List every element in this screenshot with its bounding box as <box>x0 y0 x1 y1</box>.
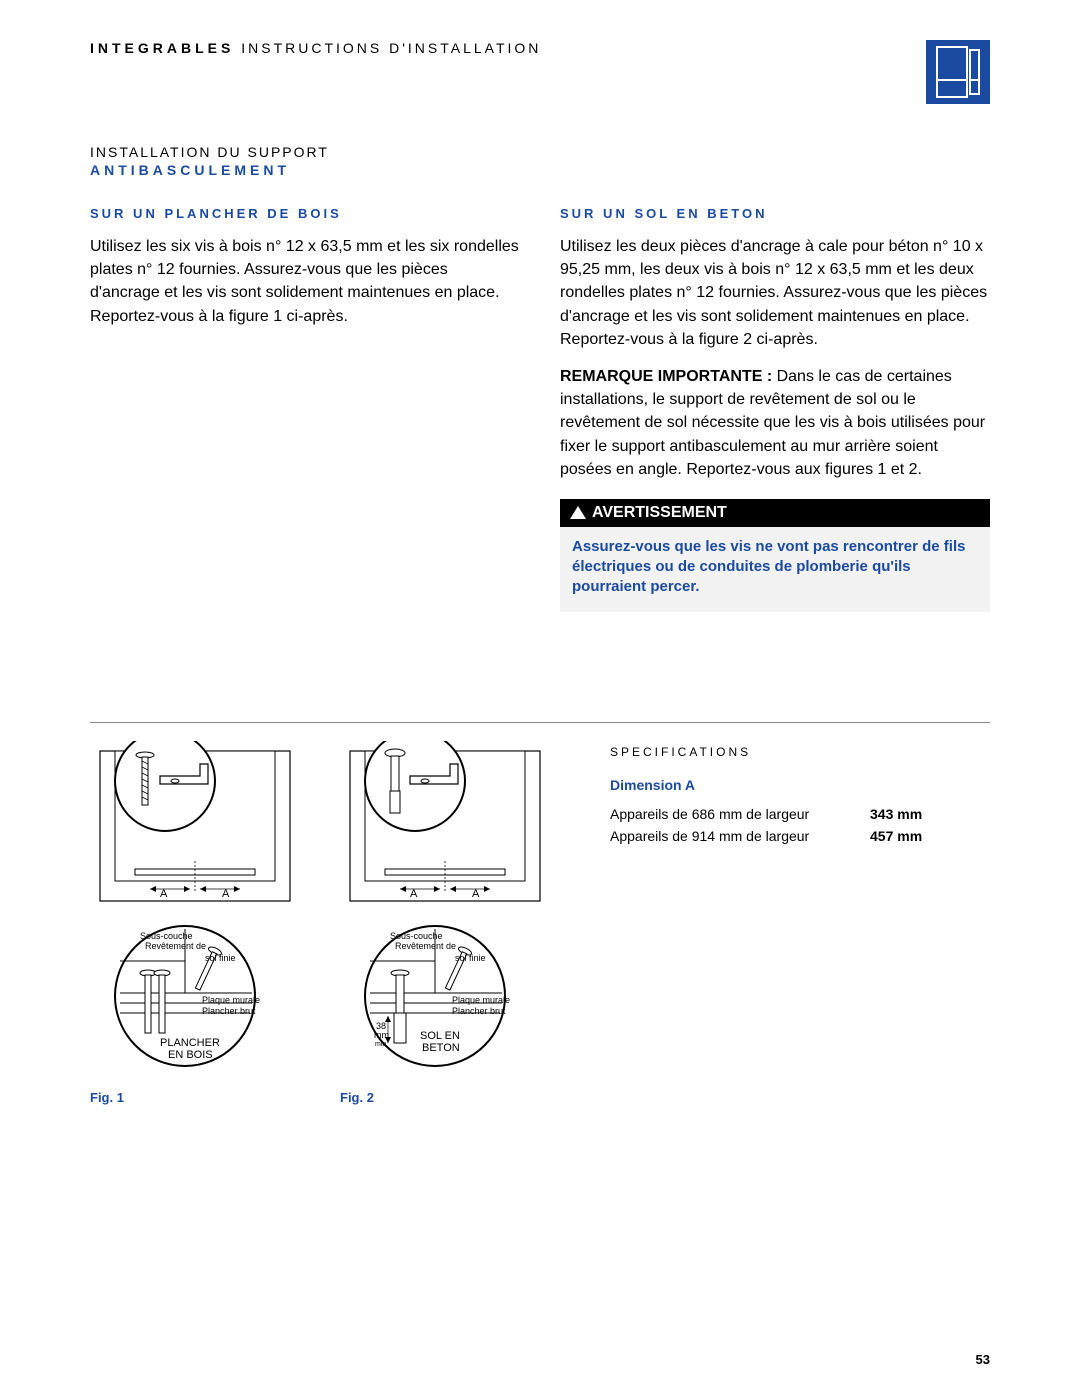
svg-text:Revêtement de: Revêtement de <box>395 941 456 951</box>
col-left-heading: SUR UN PLANCHER DE BOIS <box>90 206 520 221</box>
header-title: INTEGRABLES INSTRUCTIONS D'INSTALLATION <box>90 40 541 56</box>
svg-text:A: A <box>472 888 480 900</box>
spec-row-1: Appareils de 914 mm de largeur 457 mm <box>610 825 990 847</box>
header-rest: INSTRUCTIONS D'INSTALLATION <box>234 40 541 56</box>
svg-text:Revêtement de: Revêtement de <box>145 941 206 951</box>
warning-title: AVERTISSEMENT <box>592 504 727 522</box>
svg-text:min: min <box>375 1041 386 1048</box>
remark-bold: REMARQUE IMPORTANTE : <box>560 368 777 385</box>
divider <box>90 722 990 723</box>
spec-row-1-val: 457 mm <box>870 825 922 847</box>
spec-row-0: Appareils de 686 mm de largeur 343 mm <box>610 803 990 825</box>
page: INTEGRABLES INSTRUCTIONS D'INSTALLATION … <box>0 0 1080 1397</box>
svg-text:EN BOIS: EN BOIS <box>168 1049 213 1061</box>
warning-triangle-icon <box>570 506 586 519</box>
page-number: 53 <box>976 1352 990 1367</box>
col-right-heading: SUR UN SOL EN BETON <box>560 206 990 221</box>
lower-row: A A <box>90 741 990 1105</box>
svg-text:A: A <box>160 888 168 900</box>
figure-1: A A <box>90 741 310 1105</box>
fig2-caption: Fig. 2 <box>340 1090 560 1105</box>
svg-text:A: A <box>410 888 418 900</box>
svg-text:Sous-couche: Sous-couche <box>390 931 443 941</box>
svg-text:BETON: BETON <box>422 1042 460 1054</box>
svg-text:sol finie: sol finie <box>205 953 236 963</box>
col-left-text: Utilisez les six vis à bois n° 12 x 63,5… <box>90 235 520 328</box>
section-subtitle: ANTIBASCULEMENT <box>90 162 990 178</box>
svg-text:Plancher brut: Plancher brut <box>202 1006 256 1016</box>
warning-body: Assurez-vous que les vis ne vont pas ren… <box>560 527 990 612</box>
section-title: INSTALLATION DU SUPPORT <box>90 144 990 160</box>
columns: SUR UN PLANCHER DE BOIS Utilisez les six… <box>90 206 990 612</box>
spec-block: SPECIFICATIONS Dimension A Appareils de … <box>590 741 990 1105</box>
svg-text:Plaque murale: Plaque murale <box>202 995 260 1005</box>
warning-block: AVERTISSEMENT Assurez-vous que les vis n… <box>560 499 990 612</box>
header-row: INTEGRABLES INSTRUCTIONS D'INSTALLATION <box>90 40 990 104</box>
spec-row-0-val: 343 mm <box>870 803 922 825</box>
spec-row-1-label: Appareils de 914 mm de largeur <box>610 825 870 847</box>
svg-text:A: A <box>222 888 230 900</box>
svg-text:sol finie: sol finie <box>455 953 486 963</box>
figure-2: A A <box>340 741 560 1105</box>
header-bold: INTEGRABLES <box>90 40 234 56</box>
logo-icon <box>926 40 990 104</box>
svg-text:Plaque murale: Plaque murale <box>452 995 510 1005</box>
spec-dim-heading: Dimension A <box>610 777 990 793</box>
col-right-text: Utilisez les deux pièces d'ancrage à cal… <box>560 235 990 351</box>
svg-text:SOL EN: SOL EN <box>420 1030 460 1042</box>
col-right: SUR UN SOL EN BETON Utilisez les deux pi… <box>560 206 990 612</box>
spec-title: SPECIFICATIONS <box>610 745 990 759</box>
svg-text:Plancher brut: Plancher brut <box>452 1006 506 1016</box>
col-left: SUR UN PLANCHER DE BOIS Utilisez les six… <box>90 206 520 612</box>
svg-text:PLANCHER: PLANCHER <box>160 1037 220 1049</box>
spec-row-0-label: Appareils de 686 mm de largeur <box>610 803 870 825</box>
col-right-remark: REMARQUE IMPORTANTE : Dans le cas de cer… <box>560 365 990 481</box>
svg-text:Sous-couche: Sous-couche <box>140 931 193 941</box>
figure-2-svg: A A <box>340 741 550 1081</box>
fig1-caption: Fig. 1 <box>90 1090 310 1105</box>
figure-1-svg: A A <box>90 741 300 1081</box>
warning-header: AVERTISSEMENT <box>560 499 990 527</box>
